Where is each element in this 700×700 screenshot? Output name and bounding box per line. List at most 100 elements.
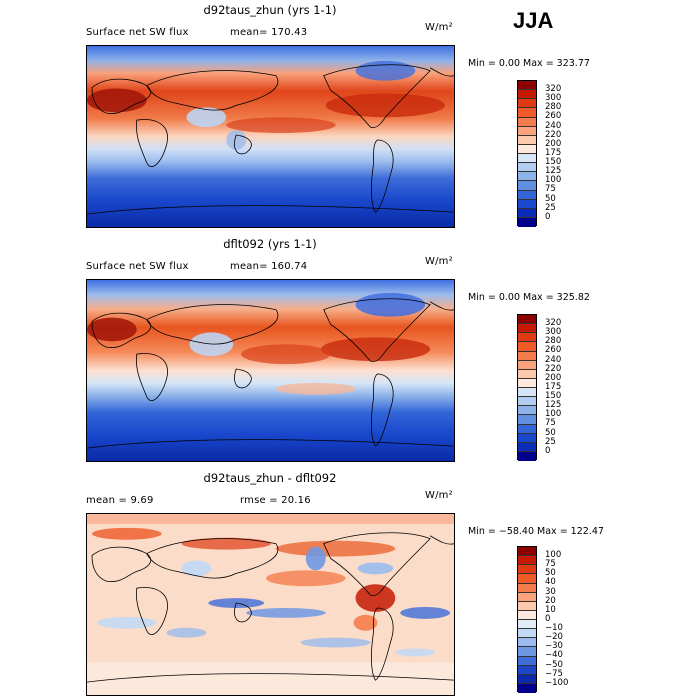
colorbar-swatch — [518, 117, 536, 127]
colorbar-swatch — [518, 565, 536, 575]
colorbar-tick-label: 280 — [545, 336, 562, 347]
colorbar-tick-label: 50 — [545, 568, 556, 579]
colorbar-tick-label: 75 — [545, 184, 556, 195]
colorbar-tick-label: 240 — [545, 354, 562, 365]
colorbar-tick-label: −100 — [545, 677, 569, 688]
colorbar-tick-label: 25 — [545, 202, 556, 213]
panel-1-left-label: Surface net SW flux — [86, 27, 189, 38]
colorbar-tick-label: 320 — [545, 84, 562, 94]
colorbar-tick-label: −30 — [545, 641, 563, 652]
colorbar-swatch — [518, 674, 536, 684]
colorbar-tick-label: 175 — [545, 381, 562, 392]
colorbar-swatch — [518, 442, 536, 452]
colorbar-swatch — [518, 208, 536, 218]
colorbar-swatch — [518, 99, 536, 109]
colorbar-tick-label: 75 — [545, 418, 556, 429]
colorbar-swatch — [518, 592, 536, 602]
colorbar-swatch — [518, 683, 536, 693]
panel-2-title: dflt092 (yrs 1-1) — [223, 237, 317, 251]
colorbar-tick-label: 220 — [545, 363, 562, 374]
colorbar-tick-label: −75 — [545, 668, 563, 679]
panel-2-left-label: Surface net SW flux — [86, 261, 189, 272]
colorbar-tick-label: 320 — [545, 318, 562, 328]
colorbar-tick-label: −10 — [545, 623, 563, 633]
colorbar-swatch — [518, 126, 536, 136]
colorbar-tick-label: 200 — [545, 372, 562, 383]
colorbar-tick-label: 200 — [545, 138, 562, 149]
colorbar-tick-label: −40 — [545, 650, 563, 661]
colorbar-tick-label: −20 — [545, 632, 563, 643]
colorbar-tick-label: 0 — [545, 613, 551, 624]
colorbar-swatch — [518, 378, 536, 388]
colorbar-tick-label: 100 — [545, 550, 562, 560]
colorbar-swatch — [518, 665, 536, 675]
colorbar-swatch — [518, 108, 536, 118]
panel-1-colorbar — [517, 80, 537, 227]
colorbar-swatch — [518, 415, 536, 425]
panel-3-min-max: Min = −58.40 Max = 122.47 — [468, 526, 604, 537]
colorbar-tick-label: 125 — [545, 166, 562, 177]
panel-3-rmse-label: rmse = 20.16 — [240, 495, 311, 506]
panel-2-mean-label: mean= 160.74 — [230, 261, 308, 272]
colorbar-swatch — [518, 397, 536, 407]
colorbar-swatch — [518, 451, 536, 461]
colorbar-tick-label: 100 — [545, 409, 562, 420]
colorbar-swatch — [518, 333, 536, 343]
colorbar-tick-label: 25 — [545, 436, 556, 447]
colorbar-tick-label: 10 — [545, 604, 556, 615]
colorbar-swatch — [518, 601, 536, 611]
colorbar-tick-label: 50 — [545, 427, 556, 438]
colorbar-swatch — [518, 81, 536, 91]
colorbar-swatch — [518, 583, 536, 593]
colorbar-swatch — [518, 351, 536, 361]
colorbar-swatch — [518, 172, 536, 182]
panel-3-colorbar — [517, 546, 537, 693]
panel-3-units: W/m² — [425, 490, 453, 501]
panel-3-map — [86, 513, 455, 696]
colorbar-swatch — [518, 647, 536, 657]
colorbar-tick-label: 300 — [545, 93, 562, 104]
colorbar-tick-label: 260 — [545, 345, 562, 356]
colorbar-swatch — [518, 638, 536, 648]
colorbar-swatch — [518, 388, 536, 398]
colorbar-tick-label: −50 — [545, 659, 563, 670]
colorbar-tick-label: 175 — [545, 147, 562, 158]
colorbar-tick-label: 0 — [545, 211, 551, 222]
colorbar-swatch — [518, 135, 536, 145]
colorbar-swatch — [518, 144, 536, 154]
panel-2-min-max: Min = 0.00 Max = 325.82 — [468, 292, 590, 303]
colorbar-swatch — [518, 163, 536, 173]
colorbar-swatch — [518, 547, 536, 557]
colorbar-swatch — [518, 369, 536, 379]
colorbar-tick-label: 260 — [545, 111, 562, 122]
colorbar-swatch — [518, 556, 536, 566]
panel-1-units: W/m² — [425, 22, 453, 33]
colorbar-swatch — [518, 360, 536, 370]
colorbar-swatch — [518, 315, 536, 325]
panel-2-map — [86, 279, 455, 462]
colorbar-swatch — [518, 406, 536, 416]
colorbar-tick-label: 125 — [545, 400, 562, 411]
panel-1-mean-label: mean= 170.43 — [230, 27, 308, 38]
colorbar-swatch — [518, 574, 536, 584]
colorbar-tick-label: 20 — [545, 595, 556, 606]
colorbar-swatch — [518, 424, 536, 434]
panel-2-units: W/m² — [425, 256, 453, 267]
colorbar-swatch — [518, 190, 536, 200]
colorbar-tick-label: 75 — [545, 559, 556, 570]
colorbar-swatch — [518, 154, 536, 164]
colorbar-swatch — [518, 610, 536, 620]
colorbar-swatch — [518, 342, 536, 352]
season-label: JJA — [513, 8, 554, 33]
colorbar-swatch — [518, 433, 536, 443]
panel-2-colorbar — [517, 314, 537, 461]
panel-3-mean-label: mean = 9.69 — [86, 495, 154, 506]
colorbar-swatch — [518, 217, 536, 227]
colorbar-tick-label: 50 — [545, 193, 556, 204]
panel-1-map — [86, 45, 455, 228]
colorbar-tick-label: 30 — [545, 586, 556, 597]
colorbar-swatch — [518, 90, 536, 100]
colorbar-tick-label: 300 — [545, 327, 562, 338]
colorbar-swatch — [518, 181, 536, 191]
colorbar-tick-label: 150 — [545, 157, 562, 167]
